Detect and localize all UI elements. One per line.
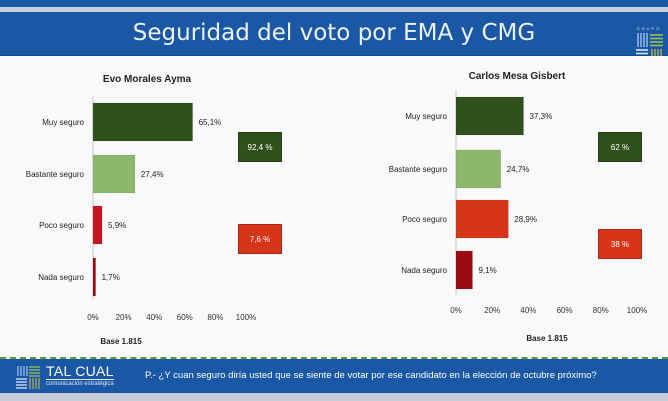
brand-underline xyxy=(46,379,114,380)
x-tick-label: 60% xyxy=(557,306,573,315)
top-strip xyxy=(0,0,668,7)
x-tick-label: 60% xyxy=(177,313,193,322)
value-label: 1,7% xyxy=(102,273,120,282)
brand-name: TAL CUAL xyxy=(46,363,114,379)
footer-bottom-band xyxy=(0,393,668,401)
x-tick-label: 80% xyxy=(207,313,223,322)
value-label: 9,1% xyxy=(478,266,496,275)
brand-tagline: comunicación estratégica xyxy=(46,381,114,387)
x-tick-label: 0% xyxy=(450,306,462,315)
summary-box-inseguro: 38 % xyxy=(598,229,642,259)
chart-evo-morales: Evo Morales Ayma Muy seguro Bastante segu… xyxy=(26,74,257,346)
x-tick-label: 20% xyxy=(116,313,132,322)
value-label: 28,9% xyxy=(514,215,537,224)
category-label: Muy seguro xyxy=(405,112,447,121)
bar-muy-seguro xyxy=(92,102,193,142)
bar-nada-seguro xyxy=(455,250,473,290)
bar-nada-seguro xyxy=(92,257,96,297)
x-tick-label: 20% xyxy=(484,306,500,315)
category-label: Bastante seguro xyxy=(26,170,85,179)
category-label: Bastante seguro xyxy=(389,165,448,174)
top-gap xyxy=(0,7,668,12)
bar-muy-seguro xyxy=(455,96,524,136)
category-label: Nada seguro xyxy=(38,273,84,282)
bar-bastante-seguro xyxy=(92,154,136,194)
category-label: Nada seguro xyxy=(401,266,447,275)
chart-title: Evo Morales Ayma xyxy=(103,74,192,85)
x-tick-label: 100% xyxy=(627,306,647,315)
summary-box-seguro: 62 % xyxy=(598,132,642,162)
chart-title: Carlos Mesa Gisbert xyxy=(469,71,566,82)
x-tick-label: 100% xyxy=(236,313,256,322)
x-tick-label: 40% xyxy=(520,306,536,315)
category-label: Poco seguro xyxy=(402,215,447,224)
value-label: 24,7% xyxy=(507,165,530,174)
chart-footnote: Base 1.815 xyxy=(526,334,568,343)
category-label: Muy seguro xyxy=(42,118,84,127)
x-tick-label: 0% xyxy=(87,313,99,322)
chart-footnote: Base 1.815 xyxy=(100,337,142,346)
x-tick-label: 40% xyxy=(146,313,162,322)
logo-label: GRUPO xyxy=(636,26,662,31)
value-label: 37,3% xyxy=(530,112,553,121)
summary-box-inseguro: 7,6 % xyxy=(238,224,282,254)
bar-poco-seguro xyxy=(92,205,103,245)
value-label: 65,1% xyxy=(199,118,222,127)
value-label: 5,9% xyxy=(108,221,126,230)
bar-poco-seguro xyxy=(455,199,509,239)
tal-cual-logo-icon xyxy=(14,361,42,391)
title-bar: Seguridad del voto por EMA y CMG GRUPO xyxy=(0,12,668,63)
footer-divider xyxy=(0,357,668,359)
value-label: 27,4% xyxy=(141,170,164,179)
bar-bastante-seguro xyxy=(455,149,502,189)
survey-question: P.- ¿Y cuan seguro diría usted que se si… xyxy=(145,370,597,381)
footer-bar: TAL CUAL comunicación estratégica P.- ¿Y… xyxy=(0,359,668,393)
page-title: Seguridad del voto por EMA y CMG xyxy=(132,20,536,46)
category-label: Poco seguro xyxy=(39,221,84,230)
x-tick-label: 80% xyxy=(593,306,609,315)
chart-carlos-mesa: Carlos Mesa Gisbert Muy seguro Bastante s… xyxy=(389,71,648,343)
summary-box-seguro: 92,4 % xyxy=(238,132,282,162)
